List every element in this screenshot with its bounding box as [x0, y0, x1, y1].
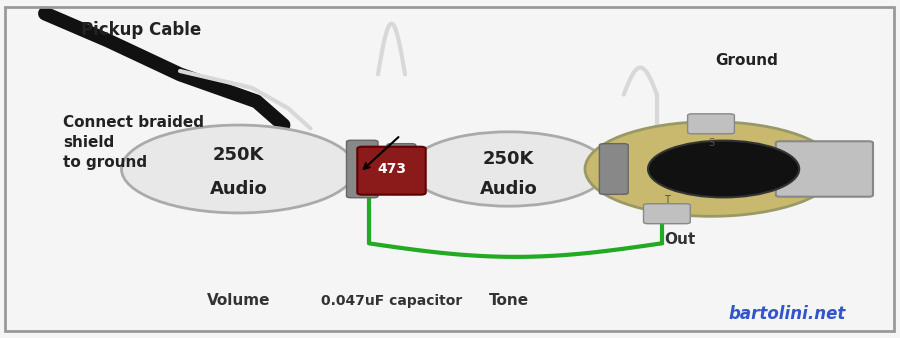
- FancyBboxPatch shape: [688, 114, 734, 134]
- Text: Connect braided
shield
to ground: Connect braided shield to ground: [63, 115, 204, 170]
- FancyBboxPatch shape: [644, 204, 690, 224]
- Text: Audio: Audio: [210, 180, 267, 198]
- Text: Ground: Ground: [716, 53, 778, 68]
- Text: 473: 473: [377, 162, 406, 176]
- Text: 250K: 250K: [482, 150, 535, 168]
- Circle shape: [585, 122, 837, 216]
- FancyBboxPatch shape: [357, 147, 426, 195]
- Text: S: S: [708, 138, 714, 148]
- Text: 250K: 250K: [212, 146, 265, 165]
- Text: Volume: Volume: [207, 293, 270, 308]
- Text: Audio: Audio: [480, 180, 537, 198]
- FancyBboxPatch shape: [387, 144, 416, 194]
- FancyBboxPatch shape: [346, 140, 378, 198]
- FancyBboxPatch shape: [599, 144, 628, 194]
- Text: 0.047uF capacitor: 0.047uF capacitor: [321, 294, 462, 308]
- Text: Tone: Tone: [489, 293, 528, 308]
- Circle shape: [648, 141, 799, 197]
- Text: Out: Out: [664, 233, 695, 247]
- Text: bartolini.net: bartolini.net: [729, 305, 846, 323]
- FancyBboxPatch shape: [776, 141, 873, 197]
- Text: T: T: [664, 195, 670, 205]
- Text: Pickup Cable: Pickup Cable: [81, 21, 202, 40]
- Circle shape: [410, 132, 608, 206]
- Circle shape: [122, 125, 356, 213]
